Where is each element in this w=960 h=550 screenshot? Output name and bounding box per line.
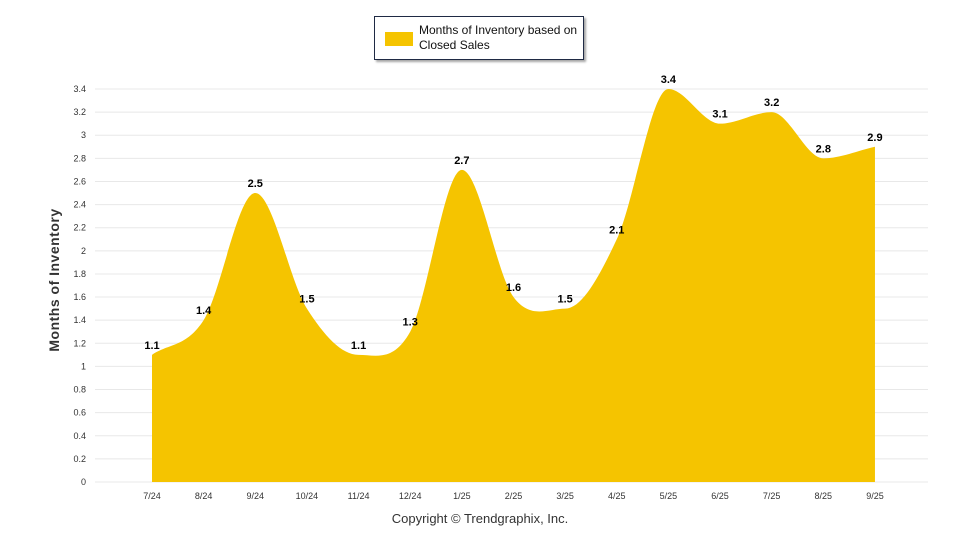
y-tick-label: 3.2 bbox=[73, 107, 86, 117]
data-label: 3.1 bbox=[712, 109, 727, 121]
y-tick-label: 0.4 bbox=[73, 431, 86, 441]
x-tick-label: 3/25 bbox=[556, 491, 574, 501]
x-tick-label: 8/24 bbox=[195, 491, 213, 501]
data-label: 1.4 bbox=[196, 305, 212, 317]
y-tick-label: 2.6 bbox=[73, 176, 86, 186]
data-label: 1.1 bbox=[144, 340, 159, 352]
x-tick-label: 7/24 bbox=[143, 491, 161, 501]
y-tick-label: 0.2 bbox=[73, 454, 86, 464]
y-tick-label: 1.8 bbox=[73, 269, 86, 279]
x-tick-label: 4/25 bbox=[608, 491, 626, 501]
series-area bbox=[152, 89, 875, 482]
legend-swatch bbox=[385, 32, 413, 46]
data-label: 2.8 bbox=[816, 143, 831, 155]
x-tick-label: 11/24 bbox=[348, 491, 370, 501]
y-tick-label: 3 bbox=[81, 130, 86, 140]
y-axis-ticks: 0 0.2 0.4 0.6 0.8 1 1.2 1.4 1.6 1.8 2 2.2 2.4 2.6 2.8 3… bbox=[73, 84, 86, 487]
x-tick-label: 1/25 bbox=[453, 491, 471, 501]
y-axis-title: Months of Inventory bbox=[46, 208, 62, 351]
data-label: 2.1 bbox=[609, 224, 624, 236]
data-label: 2.5 bbox=[248, 178, 263, 190]
y-tick-label: 1.6 bbox=[73, 292, 86, 302]
x-tick-label: 8/25 bbox=[815, 491, 833, 501]
y-tick-label: 2.2 bbox=[73, 223, 86, 233]
y-tick-label: 2.8 bbox=[73, 153, 86, 163]
x-tick-label: 9/24 bbox=[247, 491, 265, 501]
data-label: 1.6 bbox=[506, 282, 521, 294]
data-label: 1.3 bbox=[403, 317, 418, 329]
legend: Months of Inventory based on Closed Sale… bbox=[374, 16, 584, 60]
x-tick-label: 10/24 bbox=[296, 491, 319, 501]
y-tick-label: 1.4 bbox=[73, 315, 86, 325]
x-tick-label: 5/25 bbox=[660, 491, 678, 501]
x-axis-ticks: 7/24 8/24 9/24 10/24 11/24 12/24 1/25 2/25 3/25 4… bbox=[143, 491, 883, 501]
data-labels: 1.1 1.4 2.5 1.5 1.1 1.3 2.7 1.6 1.5 2.1 3.4 3.1 3.2 2… bbox=[144, 74, 882, 352]
x-tick-label: 6/25 bbox=[711, 491, 729, 501]
data-label: 2.9 bbox=[867, 132, 882, 144]
x-tick-label: 12/24 bbox=[399, 491, 422, 501]
series-area-layer bbox=[152, 89, 875, 482]
data-label: 1.1 bbox=[351, 340, 366, 352]
y-tick-label: 0 bbox=[81, 477, 86, 487]
x-tick-label: 7/25 bbox=[763, 491, 781, 501]
data-label: 3.4 bbox=[661, 74, 677, 86]
y-tick-label: 1.2 bbox=[73, 338, 86, 348]
y-tick-label: 1 bbox=[81, 361, 86, 371]
x-tick-label: 9/25 bbox=[866, 491, 884, 501]
data-label: 3.2 bbox=[764, 97, 779, 109]
copyright-text: Copyright © Trendgraphix, Inc. bbox=[391, 511, 569, 526]
x-tick-label: 2/25 bbox=[505, 491, 523, 501]
data-label: 1.5 bbox=[299, 294, 314, 306]
data-label: 1.5 bbox=[557, 294, 572, 306]
y-tick-label: 3.4 bbox=[73, 84, 86, 94]
y-tick-label: 0.8 bbox=[73, 385, 86, 395]
legend-label: Months of Inventory based on Closed Sale… bbox=[419, 23, 578, 52]
y-tick-label: 2 bbox=[81, 246, 86, 256]
y-tick-label: 2.4 bbox=[73, 200, 86, 210]
data-label: 2.7 bbox=[454, 155, 469, 167]
y-tick-label: 0.6 bbox=[73, 408, 86, 418]
